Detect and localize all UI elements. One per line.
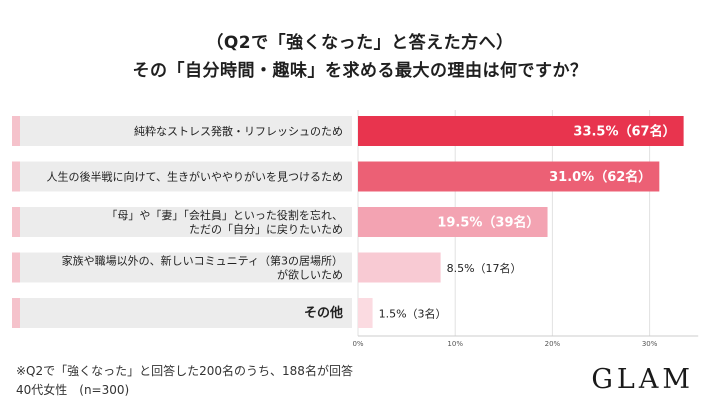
value-label: 19.5%（39名）: [437, 215, 539, 231]
category-panel: [12, 161, 352, 192]
category-panel: [12, 298, 352, 328]
value-label: 8.5%（17名）: [447, 261, 522, 275]
category-panel: [12, 207, 352, 237]
footnote-sample: 40代女性 (n=300): [16, 383, 130, 397]
chart-title-line2: その「自分時間・趣味」を求める最大の理由は何ですか？: [132, 61, 588, 81]
category-label: その他: [304, 305, 343, 321]
bar: [358, 252, 441, 283]
category-panel: [12, 116, 352, 146]
category-label: 純粋なストレス発散・リフレッシュのため: [134, 124, 343, 138]
category-accent: [12, 207, 20, 237]
bar: [358, 161, 660, 192]
category-accent: [12, 161, 20, 192]
x-tick-label: 30%: [642, 340, 658, 348]
glam-logo: GLAM: [591, 364, 694, 395]
category-label: が欲しいため: [277, 268, 343, 282]
category-panel: [12, 252, 352, 283]
x-tick-label: 10%: [447, 340, 463, 348]
category-accent: [12, 298, 20, 328]
category-label: 家族や職場以外の、新しいコミュニティ（第3の居場所）: [62, 254, 343, 268]
x-tick-label: 0%: [352, 340, 363, 348]
bar: [358, 207, 548, 237]
chart-title-line1: （Q2で「強くなった」と答えた方へ）: [206, 33, 514, 53]
bar: [358, 298, 373, 328]
bar: [358, 116, 684, 146]
x-tick-label: 20%: [545, 340, 561, 348]
value-label: 33.5%（67名）: [573, 124, 675, 140]
category-label: 人生の後半戦に向けて、生きがいややりがいを見つけるため: [47, 170, 343, 184]
category-accent: [12, 252, 20, 283]
category-label: 「母」や「妻」「会社員」といった役割を忘れ、: [106, 208, 343, 222]
value-label: 31.0%（62名）: [549, 169, 651, 185]
value-label: 1.5%（3名）: [379, 307, 447, 321]
category-accent: [12, 116, 20, 146]
category-label: ただの「自分」に戻りたいため: [189, 223, 343, 236]
footnote-respondents: ※Q2で「強くなった」と回答した200名のうち、188名が回答: [16, 364, 353, 378]
